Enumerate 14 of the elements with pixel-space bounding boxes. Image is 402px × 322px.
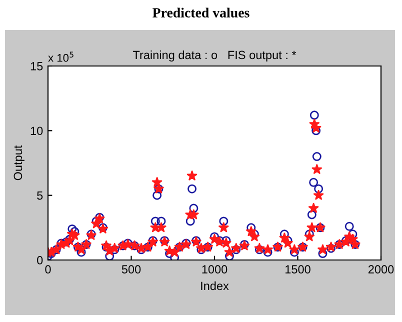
x-tick-label: 1000 bbox=[202, 265, 228, 274]
y-tick-label: 0 bbox=[37, 256, 43, 264]
y-axis-title: Output bbox=[14, 145, 24, 180]
x-tick-label: 1500 bbox=[286, 265, 310, 274]
text: x 10$^{5}$ bbox=[48, 52, 74, 62]
x-tick-label: 0 bbox=[45, 265, 51, 274]
y-tick-label: 5 bbox=[37, 191, 43, 200]
y-tick-label: 15 bbox=[30, 62, 43, 70]
x-axis-title: Index bbox=[201, 281, 229, 290]
chart-subtitle: Training data : o FIS output : * bbox=[132, 50, 296, 62]
x-tick-label: 500 bbox=[122, 265, 141, 274]
y-tick-label: 10 bbox=[30, 126, 43, 136]
x-tick-label: 2000 bbox=[368, 265, 394, 274]
chart-title: Predicted values bbox=[152, 8, 250, 18]
